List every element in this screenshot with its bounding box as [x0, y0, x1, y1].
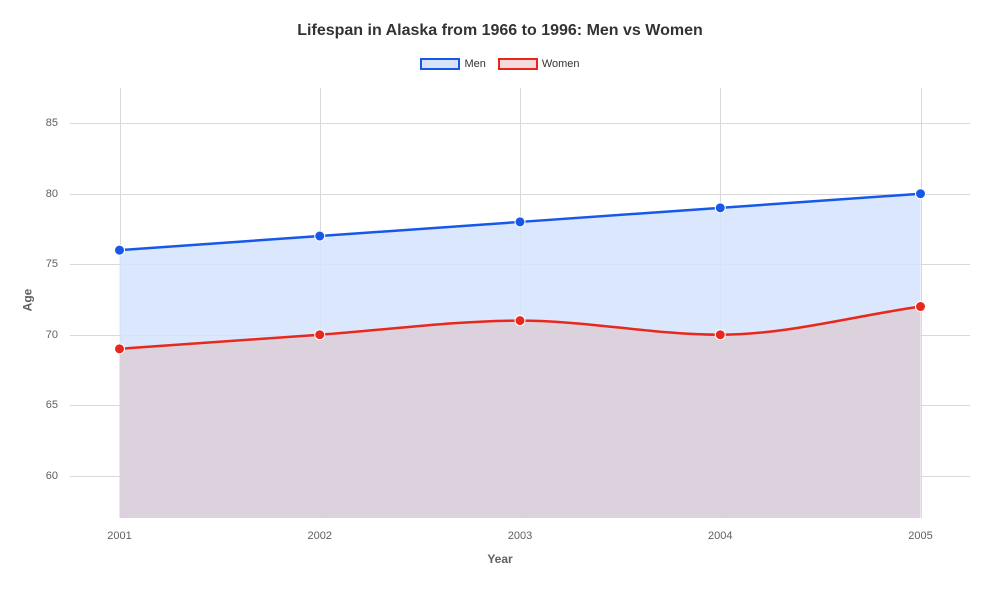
- y-tick-label: 60: [46, 470, 58, 482]
- chart-title: Lifespan in Alaska from 1966 to 1996: Me…: [0, 22, 1000, 40]
- legend-item-men[interactable]: Men: [420, 58, 485, 70]
- legend-swatch-women: [498, 58, 538, 70]
- plot-area: 60657075808520012002200320042005: [70, 88, 970, 518]
- x-axis-title: Year: [0, 552, 1000, 566]
- data-point[interactable]: [916, 189, 926, 199]
- data-point[interactable]: [715, 203, 725, 213]
- legend-label-men: Men: [464, 58, 485, 70]
- x-tick-label: 2005: [908, 530, 932, 542]
- y-tick-label: 75: [46, 258, 58, 270]
- data-point[interactable]: [315, 330, 325, 340]
- y-tick-label: 65: [46, 399, 58, 411]
- y-tick-label: 70: [46, 329, 58, 341]
- data-point[interactable]: [515, 316, 525, 326]
- legend-item-women[interactable]: Women: [498, 58, 580, 70]
- series-svg: [70, 88, 970, 518]
- data-point[interactable]: [715, 330, 725, 340]
- data-point[interactable]: [916, 302, 926, 312]
- y-tick-label: 85: [46, 117, 58, 129]
- legend-label-women: Women: [542, 58, 580, 70]
- data-point[interactable]: [115, 245, 125, 255]
- x-tick-label: 2003: [508, 530, 532, 542]
- x-tick-label: 2001: [107, 530, 131, 542]
- y-axis-title: Age: [20, 289, 34, 312]
- x-tick-label: 2004: [708, 530, 732, 542]
- data-point[interactable]: [515, 217, 525, 227]
- chart-container: Lifespan in Alaska from 1966 to 1996: Me…: [0, 0, 1000, 600]
- x-tick-label: 2002: [308, 530, 332, 542]
- data-point[interactable]: [315, 231, 325, 241]
- legend-swatch-men: [420, 58, 460, 70]
- y-tick-label: 80: [46, 188, 58, 200]
- data-point[interactable]: [115, 344, 125, 354]
- legend: Men Women: [0, 58, 1000, 70]
